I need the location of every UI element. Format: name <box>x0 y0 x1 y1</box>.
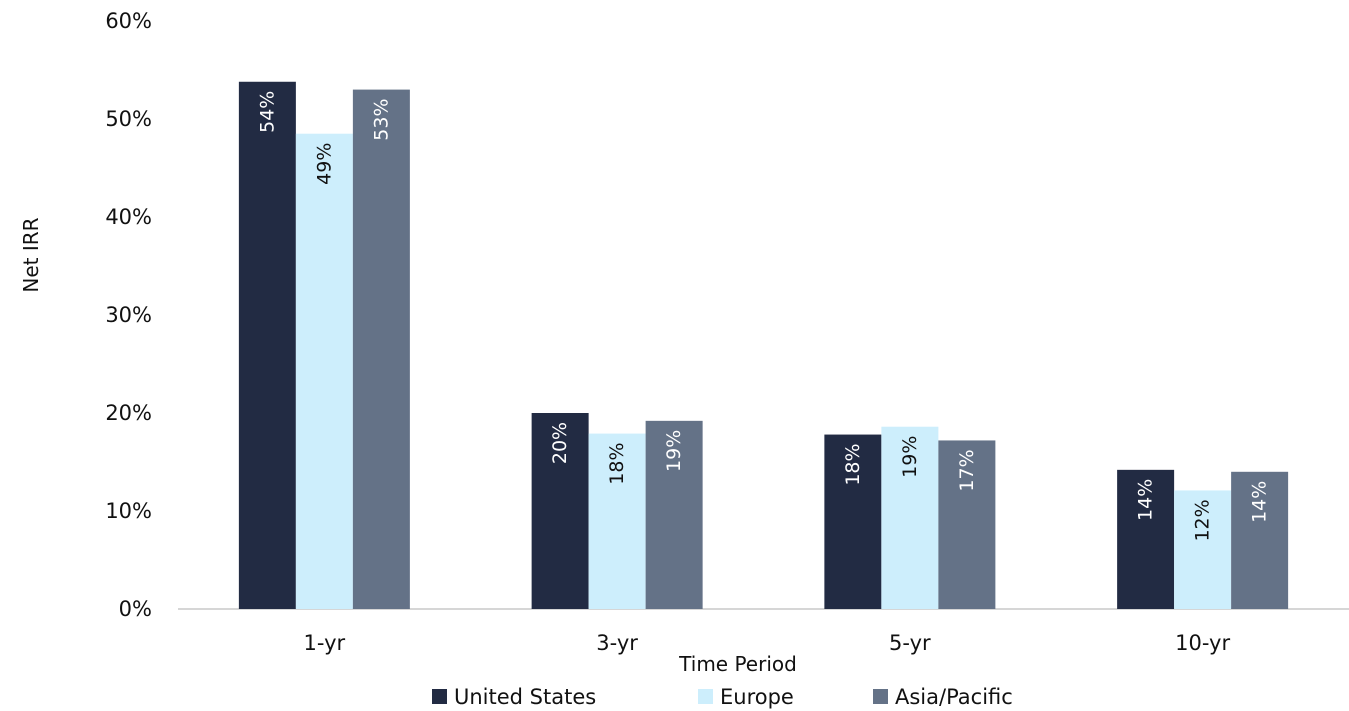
bar <box>1117 469 1175 609</box>
bars-group: 54% 49% 53% 20% 18% 19% 18% 19% 17% 14% 12% 14% <box>238 81 1289 610</box>
y-tick-label: 0% <box>119 597 152 621</box>
legend: United States Europe Asia/Pacific <box>432 685 1013 709</box>
x-tick-label: 3-yr <box>596 631 638 655</box>
x-tick-label: 5-yr <box>889 631 931 655</box>
bar-data-label: 53% <box>370 98 392 140</box>
bar <box>824 434 882 609</box>
bar-data-label: 49% <box>313 143 335 185</box>
y-axis: 0% 10% 20% 30% 40% 50% 60% <box>105 9 152 621</box>
legend-label: Asia/Pacific <box>895 685 1013 709</box>
bar-data-label: 18% <box>606 442 628 484</box>
y-axis-title: Net IRR <box>19 217 43 292</box>
x-tick-label: 10-yr <box>1175 631 1230 655</box>
bar <box>938 440 996 609</box>
y-tick-label: 50% <box>105 107 152 131</box>
bar-data-label: 54% <box>256 91 278 133</box>
bar-data-label: 18% <box>842 443 864 485</box>
y-tick-label: 10% <box>105 499 152 523</box>
bar <box>295 133 353 609</box>
bar-data-label: 14% <box>1135 479 1157 521</box>
legend-swatch <box>698 689 713 704</box>
bar <box>1174 490 1232 609</box>
x-tick-label: 1-yr <box>304 631 346 655</box>
bar-data-label: 14% <box>1249 481 1271 523</box>
bar-data-label: 20% <box>549 422 571 464</box>
y-tick-label: 60% <box>105 9 152 33</box>
bar-data-label: 19% <box>899 436 921 478</box>
bar <box>588 433 646 609</box>
y-tick-label: 40% <box>105 205 152 229</box>
bar <box>352 89 410 610</box>
bar <box>881 426 939 609</box>
x-axis-title: Time Period <box>678 652 797 676</box>
x-axis-ticks: 1-yr 3-yr 5-yr 10-yr <box>304 631 1231 655</box>
bar-data-label: 12% <box>1192 499 1214 541</box>
legend-label: United States <box>454 685 596 709</box>
legend-label: Europe <box>720 685 794 709</box>
bar <box>238 81 296 609</box>
legend-swatch <box>873 689 888 704</box>
legend-swatch <box>432 689 447 704</box>
bar-data-label: 17% <box>956 449 978 491</box>
bar-data-label: 19% <box>663 430 685 472</box>
y-tick-label: 30% <box>105 303 152 327</box>
bar <box>1231 471 1289 609</box>
bar <box>645 420 703 609</box>
bar <box>531 413 589 609</box>
y-tick-label: 20% <box>105 401 152 425</box>
